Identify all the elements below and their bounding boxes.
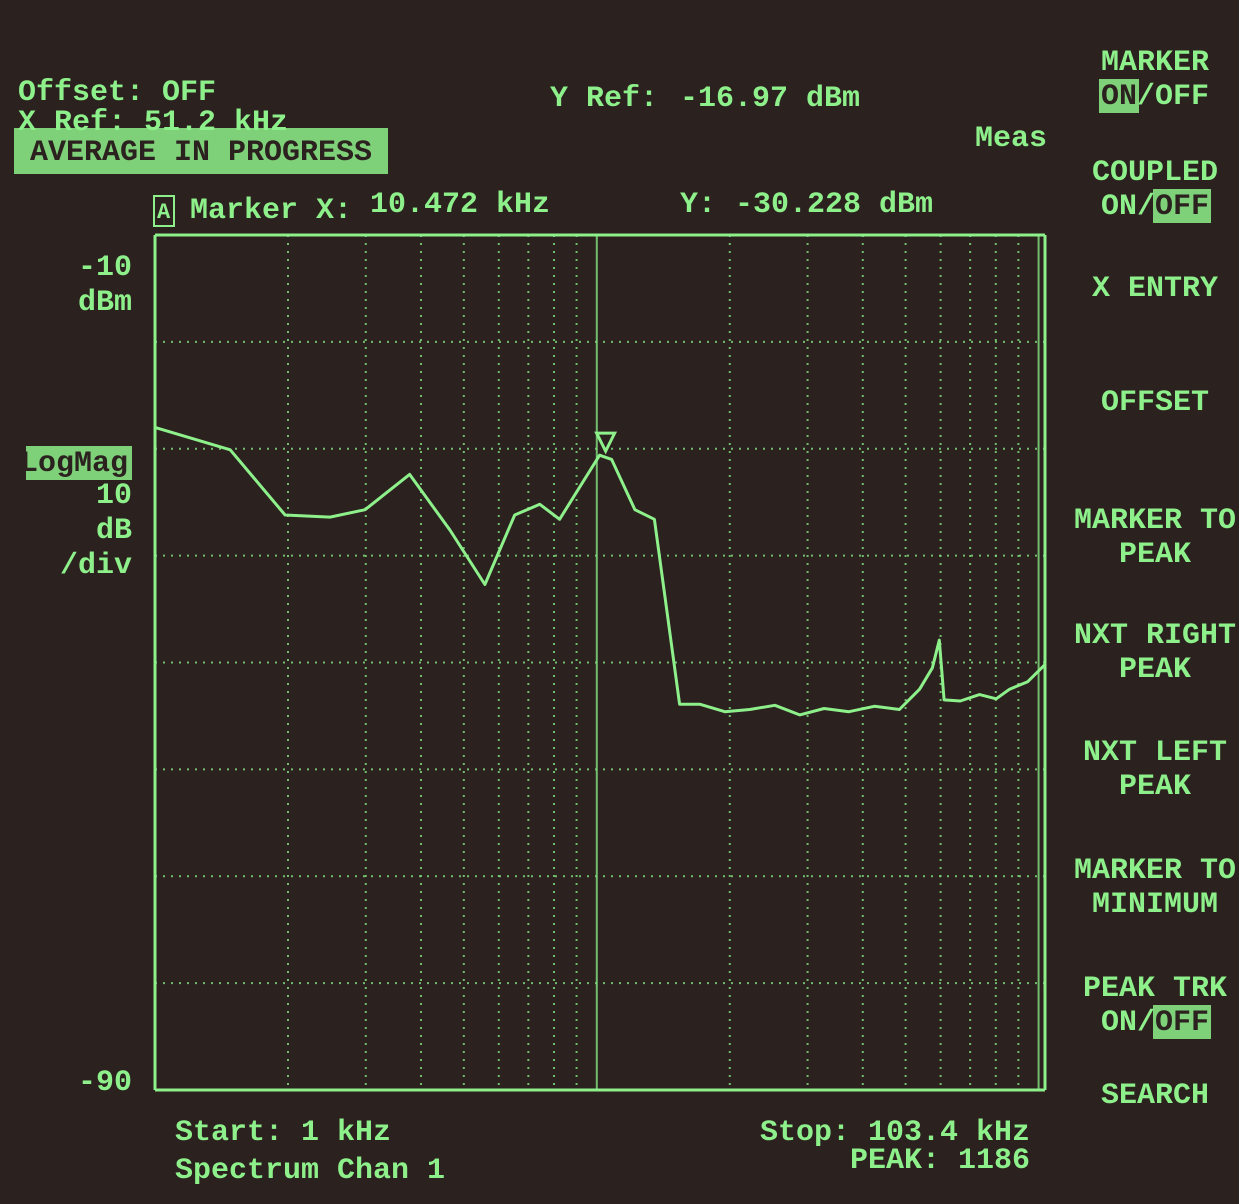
- softkey-toggle: ON: [1101, 80, 1137, 114]
- marker-x-text: Marker X:: [190, 194, 352, 228]
- y-ref: -16.97 dBm: [680, 82, 860, 116]
- offset: Offset: OFF: [18, 76, 216, 110]
- softkey-label: NXT RIGHT: [1074, 619, 1236, 653]
- y-unit: dBm: [78, 286, 132, 320]
- y-mode: LogMag: [20, 447, 128, 481]
- softkey-label: X ENTRY: [1092, 272, 1218, 306]
- softkey-label: PEAK: [1119, 770, 1191, 804]
- softkey-label: PEAK: [1119, 653, 1191, 687]
- softkey-label: NXT LEFT: [1083, 736, 1227, 770]
- meas: Meas: [975, 122, 1047, 156]
- softkey-toggle: OFF: [1155, 1006, 1209, 1040]
- softkey-label: OFFSET: [1101, 386, 1209, 420]
- softkey-label: SEARCH: [1101, 1079, 1209, 1113]
- marker-y-label: -30.228 dBm: [735, 188, 933, 222]
- softkey-label: MINIMUM: [1092, 888, 1218, 922]
- y-tick-label: -10: [78, 251, 132, 285]
- marker-x-label: 10.472 kHz: [370, 188, 550, 222]
- softkey-label: MARKER: [1101, 46, 1209, 80]
- background: [0, 0, 1239, 1204]
- y-div-unit: dB: [96, 514, 132, 548]
- x-tick-label: Stop: 103.4 kHz: [760, 1116, 1030, 1150]
- softkey-toggle: ON/: [1101, 1006, 1155, 1040]
- marker-y-text: Y:: [680, 188, 716, 222]
- softkey-label: MARKER TO: [1074, 854, 1236, 888]
- softkey-label: MARKER TO: [1074, 504, 1236, 538]
- marker-id: A: [157, 200, 171, 225]
- softkey-toggle: OFF: [1155, 190, 1209, 224]
- status: AVERAGE IN PROGRESS: [30, 136, 372, 170]
- y-div-unit: /div: [60, 549, 132, 583]
- softkey-label: PEAK TRK: [1083, 972, 1227, 1006]
- softkey-toggle: ON/: [1101, 190, 1155, 224]
- softkey-toggle: /OFF: [1137, 80, 1209, 114]
- screen: Offset: OFF X Ref: 51.2 kHz AVERAGE IN P…: [0, 0, 1239, 1204]
- softkey-label: COUPLED: [1092, 156, 1218, 190]
- x-tick-label: Start: 1 kHz: [175, 1116, 391, 1150]
- y-div: 10: [96, 479, 132, 513]
- y-ref-text: Y Ref:: [550, 82, 658, 116]
- softkey-label: PEAK: [1119, 538, 1191, 572]
- trace-name: Spectrum Chan 1: [175, 1154, 445, 1188]
- y-tick-label: -90: [78, 1066, 132, 1100]
